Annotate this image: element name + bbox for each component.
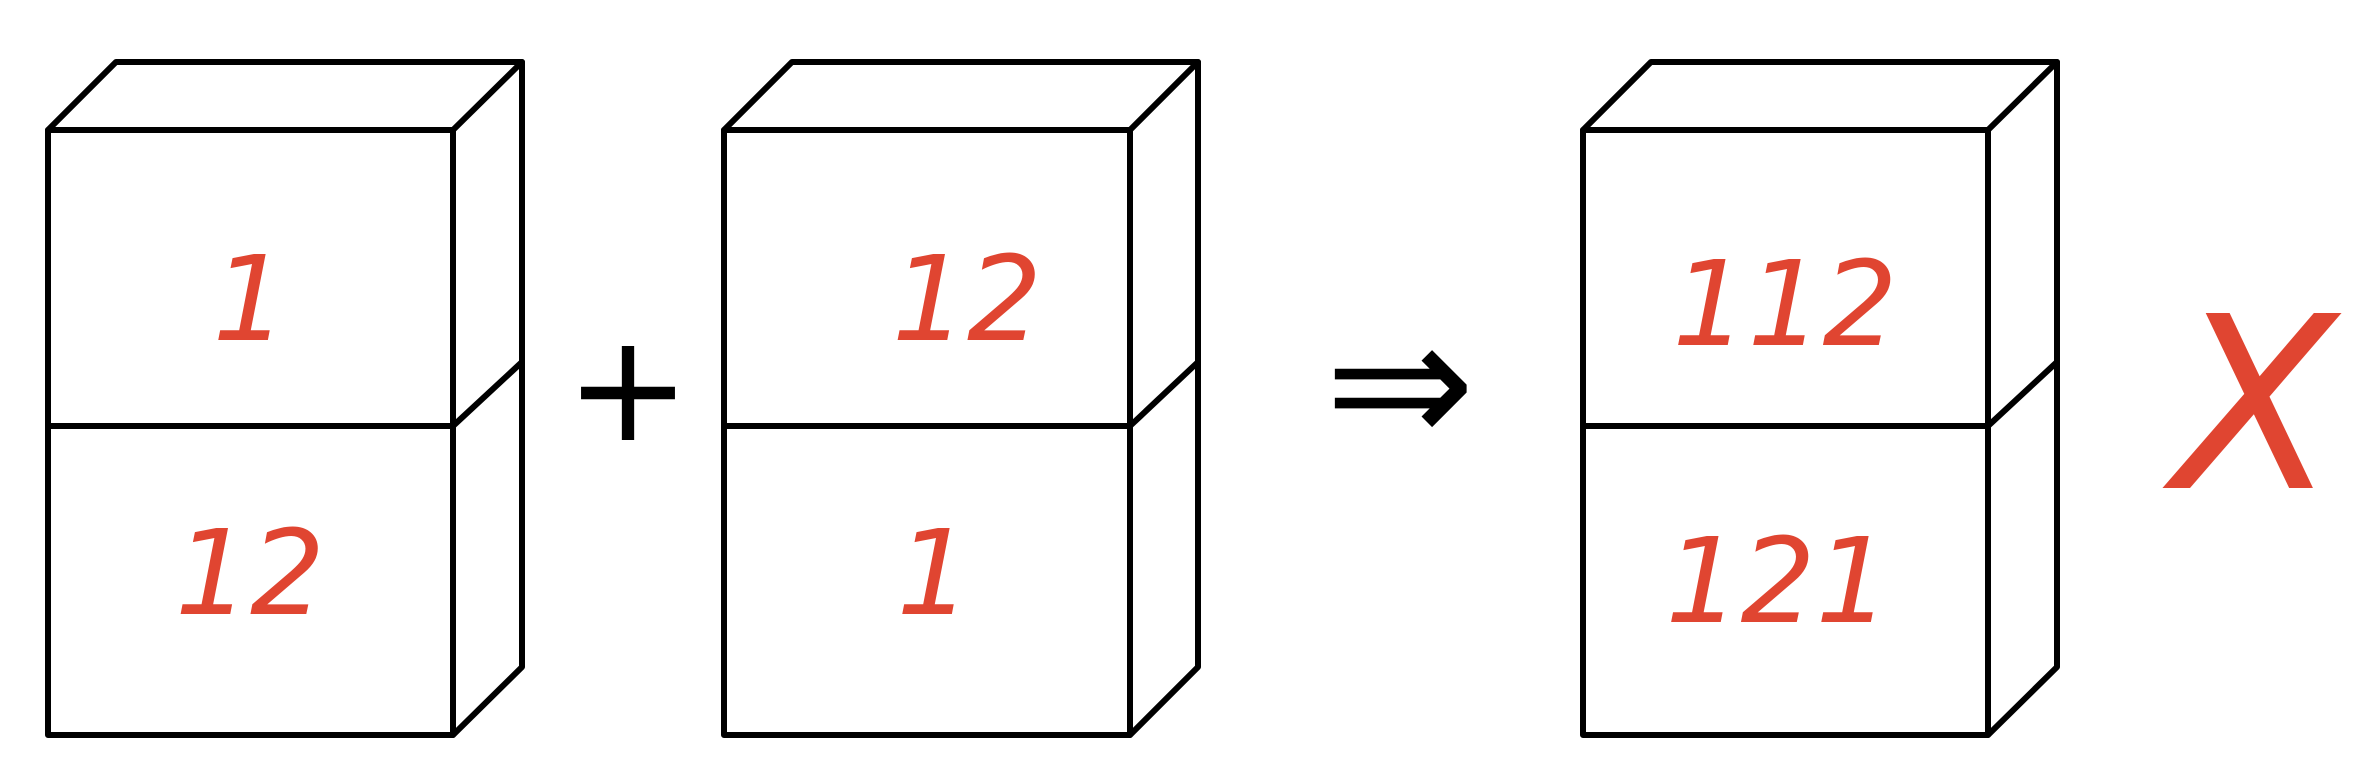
box-2-top-number: 12 [892,230,1042,368]
box-3-side-divider [1985,359,2060,429]
box-1-side-divider [450,359,525,429]
box-1-side-face [450,59,525,738]
box-2-side-divider [1127,359,1201,429]
box-3-top-number: 112 [1672,235,1897,373]
box-1 [45,59,525,738]
box-3-top-face [1580,59,2060,133]
wrong-mark-icon: X [2162,265,2342,545]
box-3-bottom-number: 121 [1665,512,1890,650]
implies-arrow: ⇒ [1325,279,1476,488]
box-3-side-face [1985,59,2060,738]
box-1-top-face [45,59,525,133]
box-2-top-face [721,59,1201,133]
box-1-top-number: 1 [212,230,287,368]
box-2 [721,59,1201,738]
box-2-bottom-number: 1 [896,504,971,642]
box-1-front [45,127,456,738]
box-2-side-face [1127,59,1201,738]
box-3-front [1580,127,1991,738]
plus-sign: + [565,302,691,476]
box-3 [1580,59,2060,738]
box-1-bottom-number: 12 [175,504,325,642]
box-2-front [721,127,1133,738]
